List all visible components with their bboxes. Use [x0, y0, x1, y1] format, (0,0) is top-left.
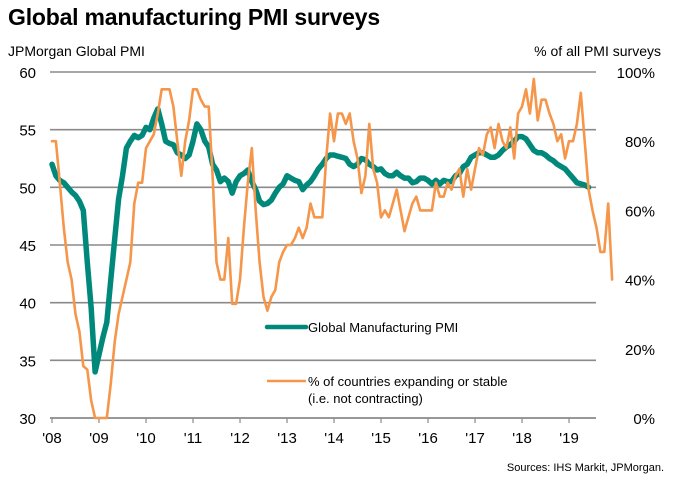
y-tick-right: 20% — [625, 342, 655, 359]
x-tick-label: '08 — [42, 430, 62, 447]
x-tick-label: '09 — [89, 430, 109, 447]
y-tick-right: 40% — [625, 273, 655, 290]
x-tick-label: '16 — [418, 430, 438, 447]
series-lines — [49, 77, 614, 420]
series-line-pct — [50, 77, 614, 420]
legend-label-pct: % of countries expanding or stable — [308, 374, 507, 389]
y-tick-right: 80% — [625, 134, 655, 151]
x-tick-label: '19 — [559, 430, 579, 447]
y-tick-left: 45 — [19, 238, 36, 255]
y-tick-right: 60% — [625, 203, 655, 220]
legend: Global Manufacturing PMI % of countries … — [264, 320, 507, 406]
series-line-pmi — [49, 106, 592, 375]
chart-title: Global manufacturing PMI surveys — [8, 4, 380, 30]
x-tick-label: '15 — [371, 430, 391, 447]
x-tick-label: '17 — [465, 430, 485, 447]
x-axis: '08 '09 '10 '11 '12 '13 '14 '15 '16 '17 '18 '19 — [42, 417, 596, 447]
right-y-axis: 100% 80% 60% 40% 20% 0% — [617, 65, 655, 428]
source-note: Sources: IHS Markit, JPMorgan. — [506, 462, 664, 474]
legend-label-pmi: Global Manufacturing PMI — [308, 320, 458, 335]
x-tick-label: '12 — [230, 430, 250, 447]
legend-label-pct-line2: (i.e. not contracting) — [308, 391, 423, 406]
legend-item-pct: % of countries expanding or stable (i.e.… — [267, 374, 507, 406]
y-tick-left: 35 — [19, 353, 36, 370]
x-tick-label: '13 — [277, 430, 297, 447]
right-axis-label: % of all PMI surveys — [534, 43, 661, 59]
y-tick-left: 40 — [19, 296, 36, 313]
y-tick-left: 60 — [19, 65, 36, 82]
left-axis-label: JPMorgan Global PMI — [8, 43, 145, 59]
y-tick-right: 0% — [633, 411, 655, 428]
y-tick-left: 55 — [19, 123, 36, 140]
left-y-axis: 60 55 50 45 40 35 30 — [19, 65, 36, 428]
legend-item-pmi: Global Manufacturing PMI — [264, 320, 458, 335]
y-tick-right: 100% — [617, 65, 655, 82]
y-tick-left: 50 — [19, 180, 36, 197]
x-tick-label: '11 — [184, 430, 202, 447]
y-tick-left: 30 — [19, 411, 36, 428]
x-tick-label: '10 — [136, 430, 156, 447]
x-tick-label: '14 — [324, 430, 344, 447]
x-tick-label: '18 — [512, 430, 532, 447]
